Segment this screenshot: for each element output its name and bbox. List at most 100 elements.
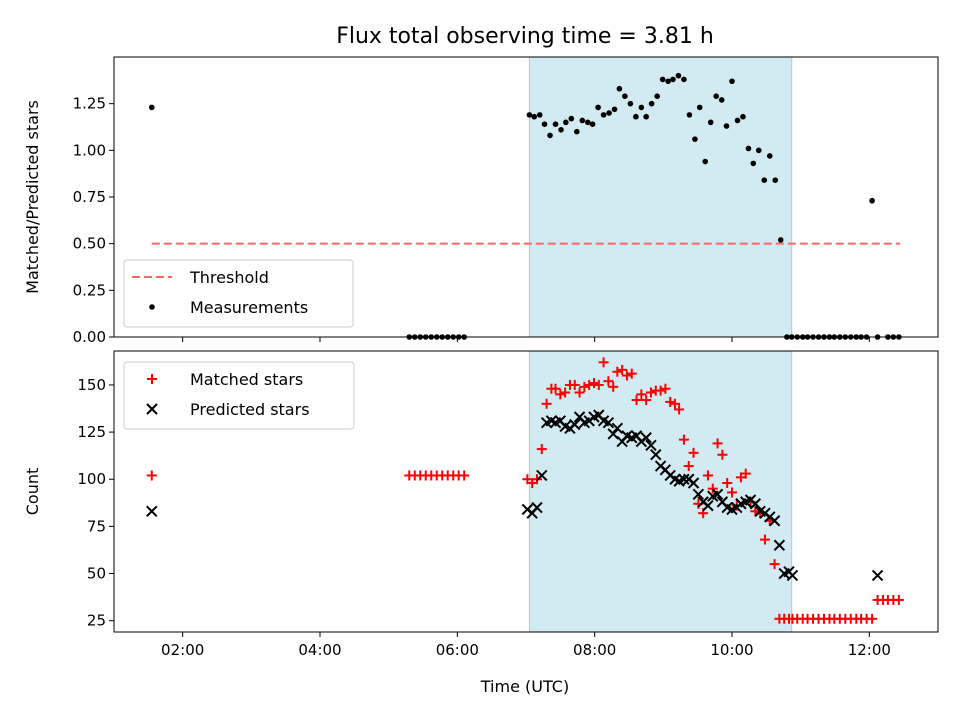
- measurement-point: [148, 104, 155, 111]
- matched-stars-marker: [750, 506, 761, 517]
- predicted-stars-marker: [687, 477, 700, 489]
- measurement-point: [707, 119, 714, 126]
- matched-stars-marker: [674, 404, 685, 415]
- predicted-stars-marker: [645, 439, 657, 452]
- measurement-point: [713, 93, 720, 99]
- matched-stars-marker: [603, 376, 614, 387]
- measurement-point: [606, 110, 612, 116]
- marker-stroke: [630, 430, 643, 442]
- matched-stars-marker: [560, 387, 571, 398]
- measurement-point: [579, 117, 586, 124]
- marker-stroke: [692, 488, 705, 501]
- matched-stars-marker: [636, 389, 647, 400]
- measurement-point: [595, 104, 601, 111]
- matched-stars-marker: [541, 398, 552, 409]
- matched-stars-marker: [670, 398, 681, 409]
- matched-stars-marker: [655, 385, 666, 396]
- matched-stars-marker: [626, 368, 637, 379]
- ratio-y-axis-label: Matched/Predicted stars: [23, 100, 42, 294]
- predicted-stars-marker: [692, 488, 705, 501]
- ratio-legend: Threshold Measurements: [123, 259, 354, 328]
- matched-stars-marker: [598, 357, 609, 368]
- measurement-point: [659, 76, 666, 83]
- measurement-point: [558, 127, 564, 133]
- measurement-point: [745, 145, 752, 152]
- predicted-stars-marker: [871, 569, 884, 582]
- x-axis-label: Time (UTC): [480, 677, 569, 696]
- matched-stars-marker: [740, 468, 751, 479]
- matched-stars-marker: [702, 470, 713, 481]
- matched-stars-marker: [617, 364, 628, 375]
- marker-stroke: [650, 449, 662, 461]
- predicted-stars-marker: [146, 505, 158, 518]
- matched-stars-marker: [621, 370, 632, 381]
- matched-stars-marker: [712, 438, 723, 449]
- marker-stroke: [659, 464, 672, 476]
- y-tick-label: 75: [87, 517, 106, 535]
- marker-stroke: [621, 430, 633, 442]
- marker-stroke: [554, 415, 567, 427]
- measurement-point: [531, 113, 538, 120]
- measurement-point: [665, 78, 671, 85]
- matched-stars-marker: [641, 395, 652, 406]
- y-tick-label: 1.00: [73, 141, 106, 159]
- y-tick-label: 0.75: [73, 188, 106, 206]
- matched-stars-marker: [588, 378, 599, 389]
- marker-stroke: [569, 418, 581, 431]
- measurement-point: [696, 104, 703, 111]
- measurement-point: [574, 128, 580, 135]
- measurement-point: [568, 115, 575, 122]
- marker-stroke: [607, 428, 619, 440]
- predicted-stars-marker: [640, 432, 652, 444]
- measurement-point: [777, 237, 784, 243]
- y-tick-label: 150: [77, 376, 106, 394]
- marker-stroke: [749, 498, 762, 510]
- measurement-point: [648, 100, 655, 107]
- measurement-point: [686, 112, 693, 118]
- matched-stars-marker: [612, 366, 623, 377]
- measurement-point: [552, 121, 559, 127]
- marker-stroke: [773, 539, 786, 551]
- matched-stars-marker: [867, 613, 878, 624]
- predicted-stars-marker: [536, 469, 548, 482]
- measurement-point: [616, 85, 623, 92]
- matched-stars-marker: [665, 396, 676, 407]
- measurement-point: [670, 76, 676, 83]
- predicted-stars-marker: [749, 498, 762, 510]
- measurement-point: [547, 132, 553, 139]
- y-tick-label: 25: [87, 612, 106, 630]
- x-tick-label: 10:00: [710, 641, 753, 659]
- matched-stars-marker: [683, 461, 694, 472]
- matched-stars-marker: [459, 470, 470, 481]
- legend-box: [123, 361, 355, 430]
- marker-stroke: [573, 411, 586, 423]
- legend-box: [123, 259, 354, 328]
- measurement-point: [761, 177, 768, 183]
- marker-stroke: [611, 422, 624, 435]
- marker-stroke: [716, 496, 729, 508]
- measurement-point: [589, 121, 596, 127]
- marker-stroke: [559, 420, 571, 433]
- count-marks: [146, 357, 904, 624]
- x-tick-label: 04:00: [298, 641, 341, 659]
- marker-stroke: [640, 432, 652, 444]
- marker-stroke: [678, 473, 690, 485]
- ratio-y-axis: 0.00 0.25 0.50 0.75 1.00 1.25: [73, 95, 114, 346]
- measurement-point: [622, 93, 628, 99]
- matched-stars-marker: [759, 534, 770, 545]
- measurement-point: [563, 119, 569, 126]
- x-tick-label: 08:00: [573, 641, 616, 659]
- legend-measurement-swatch: [149, 304, 155, 310]
- legend-label: Threshold: [189, 268, 269, 287]
- marker-stroke: [871, 569, 884, 582]
- predicted-stars-marker: [711, 488, 724, 501]
- measurement-point: [772, 177, 779, 183]
- measurement-point: [638, 104, 645, 111]
- matched-stars-marker: [569, 379, 580, 390]
- measurement-point: [755, 147, 762, 154]
- ratio-plot-frame: [113, 56, 939, 338]
- legend-label: Measurements: [190, 298, 308, 317]
- x-tick-label: 12:00: [848, 641, 891, 659]
- measurement-point: [541, 121, 548, 127]
